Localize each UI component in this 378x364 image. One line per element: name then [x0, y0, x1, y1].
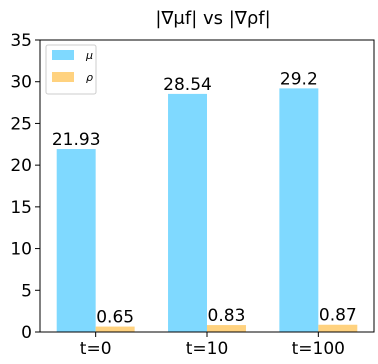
- bar-rho-0: [95, 326, 135, 332]
- bar-mu-1: [168, 93, 207, 332]
- y-tick-label: 25: [10, 114, 32, 134]
- bars-group: [56, 88, 358, 332]
- y-tick-label: 30: [10, 73, 32, 93]
- y-tick-label: 0: [21, 323, 32, 343]
- legend-label-mu: μ: [85, 49, 93, 62]
- legend: μ ρ: [45, 44, 97, 95]
- data-labels-group: 21.93 0.65 28.54 0.83 29.2 0.87: [52, 69, 357, 327]
- bar-mu-0: [56, 149, 96, 332]
- x-tick-label: t=0: [80, 339, 112, 359]
- data-label-mu-2: 29.2: [280, 69, 318, 89]
- bar-rho-2: [318, 324, 358, 332]
- chart-title: |∇μf| vs |∇ρf|: [155, 8, 270, 29]
- data-label-rho-1: 0.83: [208, 306, 246, 326]
- legend-label-rho: ρ: [86, 71, 93, 84]
- x-tick-label: t=100: [292, 339, 345, 359]
- bar-rho-1: [207, 325, 246, 332]
- data-label-mu-0: 21.93: [52, 130, 101, 150]
- x-axis: t=0 t=10 t=100: [80, 332, 345, 359]
- y-axis: 0 5 10 15 20 25 30 35: [10, 31, 40, 343]
- y-tick-label: 5: [21, 281, 32, 301]
- y-tick-label: 15: [10, 198, 32, 218]
- legend-swatch-rho: [52, 72, 74, 82]
- x-tick-label: t=10: [186, 339, 229, 359]
- bar-mu-2: [279, 88, 319, 332]
- y-tick-label: 35: [10, 31, 32, 51]
- data-label-rho-0: 0.65: [96, 308, 134, 328]
- legend-swatch-mu: [52, 50, 74, 60]
- data-label-rho-2: 0.87: [319, 306, 357, 326]
- y-tick-label: 10: [10, 240, 32, 260]
- data-label-mu-1: 28.54: [163, 75, 212, 95]
- y-tick-label: 20: [10, 156, 32, 176]
